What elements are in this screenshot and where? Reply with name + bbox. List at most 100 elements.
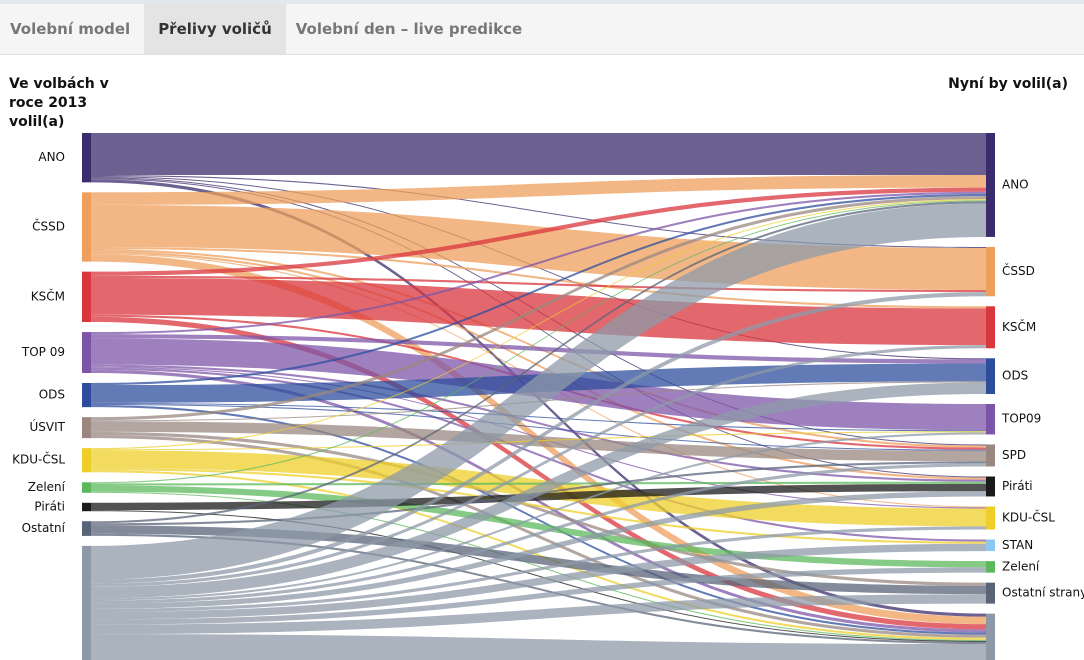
source-label: Zelení [28,480,66,494]
source-node [82,383,91,408]
target-node [986,506,995,530]
target-node [986,246,995,297]
source-label: ODS [39,388,65,402]
flow [91,201,986,524]
target-node [986,476,995,497]
flow [91,246,986,309]
flow [91,404,986,451]
flow [91,191,986,335]
source-node [82,271,91,323]
flow [91,634,986,660]
source-label: TOP 09 [21,345,65,359]
source-node [82,332,91,373]
target-label: KDU-ČSL [1002,510,1055,525]
target-label: STAN [1002,538,1033,552]
source-node [82,192,91,262]
source-node [82,502,91,512]
source-node [82,417,91,439]
tab[interactable]: Volební model [10,20,131,38]
target-label: Zelení [1002,559,1040,573]
tab-active[interactable]: Přelivy voličů [144,4,286,54]
flow [91,200,986,484]
tab[interactable]: Volební den – live predikce [295,20,523,38]
flow [91,193,986,386]
flow [91,543,986,620]
source-label: KDU-ČSL [12,452,65,467]
target-node [986,444,995,467]
flow [91,334,986,364]
flow [91,468,986,544]
target-label: Piráti [1002,479,1033,493]
tab-bar: Volební model Přelivy voličů Volební den… [0,4,1084,55]
flow [91,491,986,641]
flow [91,402,986,432]
source-label: ÚSVIT [30,419,66,434]
source-node [82,545,91,660]
flow [91,175,986,248]
target-node [986,539,995,552]
flow [91,594,986,635]
flow [91,431,986,451]
flow [91,463,986,604]
target-label: SPD [1002,448,1026,462]
target-label: ODS [1002,369,1028,383]
source-label: ANO [38,150,65,164]
flow [91,367,986,542]
flow [91,533,986,645]
source-label: Ostatní [22,521,66,535]
flow [91,485,986,568]
flow [91,369,986,633]
flows [91,133,986,660]
flow [91,526,986,613]
flow [91,382,986,599]
source-node [82,448,91,473]
target-label: Ostatní strany [1002,586,1084,600]
flow [91,525,986,595]
source-label: ČSSD [32,219,65,234]
top-bar [0,0,1084,4]
target-node [986,404,995,435]
target-node [986,582,995,604]
flow [91,491,986,609]
flow [91,364,986,482]
source-label: KSČM [31,288,65,303]
source-node [82,521,91,536]
target-label: TOP09 [1001,412,1041,426]
flow [91,133,986,175]
flow [91,275,986,293]
flow [91,316,986,630]
flow [91,175,986,205]
flow [91,203,986,580]
source-node [82,133,91,183]
target-node [986,561,995,573]
flow [91,481,986,486]
target-label: KSČM [1002,319,1036,334]
flow [91,251,986,480]
target-node [986,358,995,394]
flow [91,432,986,601]
flow [91,199,986,450]
target-node [986,133,995,237]
source-label: Piráti [34,500,65,514]
flow [91,277,986,346]
flow [91,567,986,625]
left-title: Ve volbách v roce 2013 volil(a) [9,76,109,130]
flow [91,345,986,587]
right-title: Nyní by volil(a) [948,76,1068,92]
flow [91,196,986,421]
target-label: ČSSD [1002,263,1035,278]
flow [91,435,986,638]
flow [91,483,986,511]
flow [91,292,986,584]
flow [91,470,986,640]
flow [91,187,986,276]
source-node [82,482,91,493]
flow [91,510,986,642]
target-label: ANO [1002,177,1029,191]
target-node [986,306,995,349]
sankey-chart: ANO ČSSD KSČM TOP 09 ODS ÚSVIT KDU-ČSL Zelení Pi… [12,133,1084,660]
flow [91,405,986,635]
flow [91,431,986,586]
target-node [986,613,995,660]
